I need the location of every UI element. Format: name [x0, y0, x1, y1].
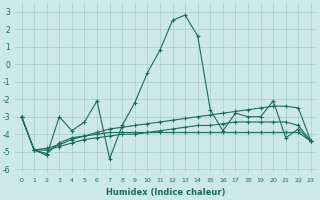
- X-axis label: Humidex (Indice chaleur): Humidex (Indice chaleur): [107, 188, 226, 197]
